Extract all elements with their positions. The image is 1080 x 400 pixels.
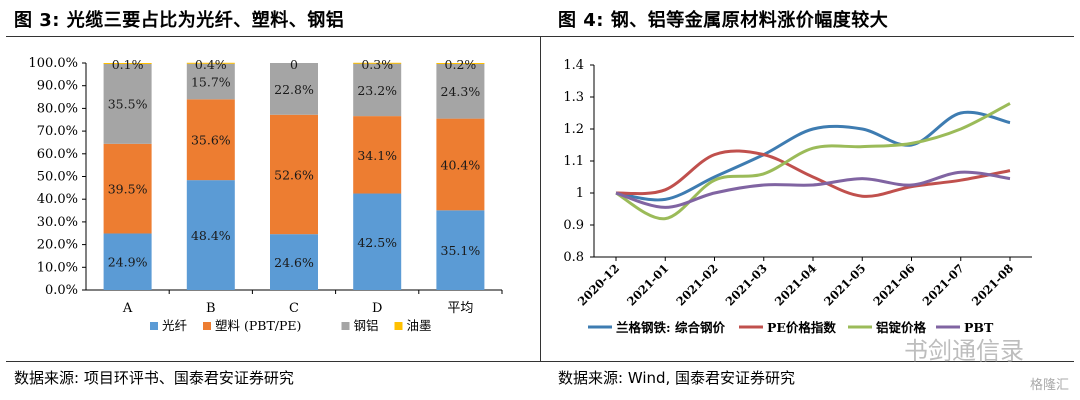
data-label: 48.4% <box>191 228 231 243</box>
y-tick-label: 1 <box>576 186 584 201</box>
legend-swatch <box>341 322 350 330</box>
x-tick-label: 2021-03 <box>723 261 770 308</box>
x-tick-label: 2021-02 <box>673 261 720 308</box>
y-tick-label: 0.9 <box>563 218 584 233</box>
legend-label: PBT <box>964 320 994 335</box>
bar-segment <box>103 63 152 144</box>
y-tick-label: 1.2 <box>563 122 584 137</box>
y-tick-label: 10.0% <box>37 260 78 275</box>
x-tick-label: 2021-07 <box>920 261 967 308</box>
legend-swatch <box>394 322 403 330</box>
y-tick-label: 50.0% <box>37 170 78 185</box>
left-figure-source: 数据来源: 项目环评书、国泰君安证券研究 <box>14 369 294 387</box>
series-line <box>615 149 1011 198</box>
bar-segment <box>270 63 318 115</box>
x-tick-label: B <box>206 301 216 316</box>
series-line <box>615 170 1011 209</box>
right-figure-source: 数据来源: Wind, 国泰君安证券研究 <box>558 369 796 387</box>
data-label: 0.2% <box>445 57 477 72</box>
x-tick-label: 2021-01 <box>624 261 671 308</box>
line-chart: 0.8 0.9 1 1.1 1.2 1.3 1.4 2020-12 2021-01 2021-02… <box>563 58 1032 335</box>
bar-segment <box>186 63 235 100</box>
series-line <box>615 102 1011 221</box>
data-label: 34.1% <box>357 148 397 163</box>
y-tick-label: 20.0% <box>37 238 78 253</box>
watermark-text-secondary: 格隆汇 <box>1030 378 1070 393</box>
data-label: 22.8% <box>274 82 314 97</box>
y-tick-label: 1.1 <box>563 154 584 169</box>
legend-swatch <box>150 322 158 330</box>
x-tick-label: 2021-08 <box>969 261 1016 308</box>
bar-segment <box>353 116 402 194</box>
right-figure-panel: 图 4: 钢、铝等金属原材料涨价幅度较大 0.8 0.9 1 1.1 1.2 1.3 1.4… <box>544 0 1080 400</box>
y-tick-label: 70.0% <box>37 124 78 139</box>
x-tick-label: D <box>372 301 382 316</box>
left-figure-title: 图 3: 光缆三要占比为光纤、塑料、钢铝 <box>14 10 345 31</box>
x-tick-label: 2021-04 <box>772 261 819 308</box>
y-tick-label: 1.4 <box>563 58 584 73</box>
legend-label: PE价格指数 <box>767 320 836 335</box>
y-tick-label: 80.0% <box>37 101 78 116</box>
bar-segment <box>436 63 485 119</box>
bar-segment <box>270 234 318 290</box>
data-label: 23.2% <box>357 83 397 98</box>
watermark-text: 书剑通信录 <box>904 337 1024 365</box>
legend-label: 兰格钢铁: 综合钢价 <box>616 320 725 335</box>
data-label: 35.1% <box>441 243 481 258</box>
x-tick-label: 平均 <box>447 301 473 316</box>
data-label: 0.1% <box>112 57 144 72</box>
bar-segment <box>436 118 485 211</box>
legend-swatch <box>203 322 211 330</box>
bar-segment <box>103 143 152 234</box>
bar-segment <box>270 114 318 235</box>
data-label: 15.7% <box>191 75 231 90</box>
legend-label: 钢铝 <box>354 318 379 333</box>
panel-divider <box>540 36 541 362</box>
bar-segment <box>353 63 402 117</box>
series-line <box>615 110 1011 202</box>
data-label: 35.6% <box>191 133 231 148</box>
y-tick-label: 40.0% <box>37 192 78 207</box>
y-tick-label: 90.0% <box>37 79 78 94</box>
x-tick-label: C <box>289 301 299 316</box>
bar-segment <box>353 193 402 290</box>
bar-segment <box>186 62 235 64</box>
x-tick-label: 2020-12 <box>575 261 622 308</box>
data-label: 0 <box>290 57 298 72</box>
bar-segment <box>353 62 402 64</box>
data-label: 35.5% <box>108 97 148 112</box>
data-label: 24.9% <box>108 255 148 270</box>
bar-segment <box>186 99 235 181</box>
legend-label: 油墨 <box>407 318 432 333</box>
y-tick-label: 1.3 <box>563 90 584 105</box>
right-figure-title: 图 4: 钢、铝等金属原材料涨价幅度较大 <box>558 10 889 31</box>
data-label: 42.5% <box>357 235 397 250</box>
x-tick-label: A <box>122 301 133 316</box>
data-label: 24.6% <box>274 255 314 270</box>
y-tick-label: 30.0% <box>37 215 78 230</box>
bar-segment <box>186 180 235 290</box>
bar-segment <box>436 210 485 290</box>
data-label: 40.4% <box>441 157 481 172</box>
bar-segment <box>103 233 152 290</box>
y-tick-label: 60.0% <box>37 147 78 162</box>
legend-label: 光纤 <box>162 318 188 333</box>
bar-segment <box>436 63 485 64</box>
x-tick-label: 2021-06 <box>870 261 917 308</box>
bar-segment <box>103 63 152 64</box>
x-tick-label: 2021-05 <box>821 261 868 308</box>
legend-label: 塑料 (PBT/PE) <box>215 318 301 333</box>
data-label: 0.3% <box>361 57 393 72</box>
y-tick-label: 0.8 <box>563 250 584 265</box>
stacked-bar-chart: 0.0% 10.0% 20.0% 30.0% 40.0% 50.0% 60.0% 70.0% 8… <box>28 56 503 333</box>
data-label: 0.4% <box>195 57 227 72</box>
left-figure-panel: 图 3: 光缆三要占比为光纤、塑料、钢铝 0.0% 10.0% 20.0% 30.0%… <box>0 0 538 400</box>
y-tick-label: 100.0% <box>28 56 78 71</box>
legend-label: 铝锭价格 <box>876 320 927 335</box>
data-label: 39.5% <box>108 182 148 197</box>
data-label: 24.3% <box>441 84 481 99</box>
y-tick-label: 0.0% <box>45 283 78 298</box>
data-label: 52.6% <box>274 167 314 182</box>
